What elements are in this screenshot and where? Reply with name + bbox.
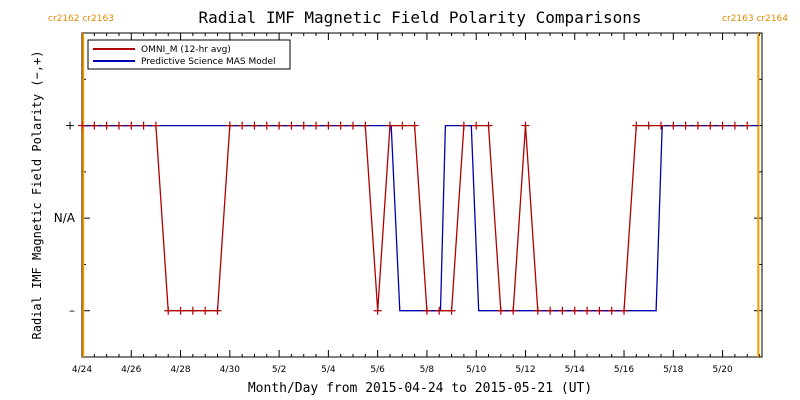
x-tick-label: 5/18 — [663, 365, 683, 375]
data-point-marker — [250, 121, 259, 130]
data-point-marker — [743, 121, 752, 130]
data-point-marker — [349, 121, 358, 130]
data-point-marker — [570, 306, 579, 315]
legend-entry: Predictive Science MAS Model — [141, 57, 276, 67]
x-tick-label: 5/14 — [565, 365, 585, 375]
x-tick-label: 4/30 — [220, 365, 240, 375]
data-point-marker — [324, 121, 333, 130]
data-point-marker — [238, 121, 247, 130]
data-point-marker — [385, 121, 394, 130]
data-point-marker — [262, 121, 271, 130]
data-point-marker — [620, 306, 629, 315]
data-point-marker — [644, 121, 653, 130]
series-line-2 — [82, 124, 759, 312]
data-point-marker — [275, 121, 284, 130]
data-point-marker — [447, 306, 456, 315]
data-point-marker — [373, 306, 382, 315]
x-tick-label: 5/8 — [420, 365, 435, 375]
x-tick-label: 5/4 — [321, 365, 336, 375]
plot-frame — [81, 32, 763, 358]
y-tick-label: – — [69, 304, 75, 318]
data-point-marker — [299, 121, 308, 130]
plot-area: 4/24 4/26 4/28 4/30 5/2 5/4 5/6 5/8 5/10 5/12 5/14… — [48, 14, 788, 375]
data-point-marker — [90, 121, 99, 130]
data-point-marker — [102, 121, 111, 130]
x-axis-label: Month/Day from 2015-04-24 to 2015-05-21 … — [248, 381, 592, 396]
data-point-marker — [656, 121, 665, 130]
data-point-marker — [127, 121, 136, 130]
data-point-marker — [287, 121, 296, 130]
data-point-marker — [632, 121, 641, 130]
legend-entry: OMNI_M (12-hr avg) — [141, 45, 231, 55]
data-point-marker — [706, 121, 715, 130]
data-point-marker — [410, 121, 419, 130]
data-point-marker — [669, 121, 678, 130]
data-point-marker — [558, 306, 567, 315]
data-point-marker — [496, 306, 505, 315]
data-point-marker — [139, 121, 148, 130]
rotation-marker-label: cr2163 cr2164 — [722, 14, 788, 24]
x-tick-label: 5/6 — [370, 365, 385, 375]
data-point-marker — [361, 121, 370, 130]
x-tick-label: 5/2 — [272, 365, 286, 375]
x-tick-label: 5/12 — [515, 365, 535, 375]
x-tick-label: 5/20 — [712, 365, 732, 375]
data-point-marker — [336, 121, 345, 130]
data-point-marker — [164, 306, 173, 315]
data-point-marker — [472, 121, 481, 130]
data-point-marker — [225, 121, 234, 130]
data-point-marker — [533, 306, 542, 315]
data-point-marker — [201, 306, 210, 315]
data-point-marker — [718, 121, 727, 130]
data-point-marker — [435, 306, 444, 315]
data-point-marker — [607, 306, 616, 315]
data-point-marker — [595, 306, 604, 315]
x-tick-label: 5/16 — [614, 365, 634, 375]
data-point-marker — [583, 306, 592, 315]
data-point-marker — [681, 121, 690, 130]
data-point-marker — [78, 121, 86, 130]
data-point-marker — [730, 121, 739, 130]
data-point-marker — [398, 121, 407, 130]
x-tick-label: 4/28 — [170, 365, 190, 375]
data-point-marker — [114, 121, 123, 130]
data-point-marker — [176, 306, 185, 315]
data-point-marker — [422, 306, 431, 315]
y-tick-label: N/A — [54, 211, 76, 225]
legend-box — [87, 39, 291, 70]
chart-title: Radial IMF Magnetic Field Polarity Compa… — [198, 8, 641, 27]
y-axis-label: Radial IMF Magnetic Field Polarity (−,+) — [30, 51, 44, 340]
y-tick-label: + — [65, 119, 75, 133]
data-point-marker — [693, 121, 702, 130]
x-tick-label: 4/26 — [121, 365, 141, 375]
data-point-marker — [459, 121, 468, 130]
data-point-marker — [484, 121, 493, 130]
data-point-marker — [188, 306, 197, 315]
data-point-marker — [521, 121, 530, 130]
data-point-marker — [213, 306, 222, 315]
data-point-marker — [312, 121, 321, 130]
data-point-marker — [546, 306, 555, 315]
x-tick-label: 4/24 — [72, 365, 92, 375]
data-point-marker — [151, 121, 160, 130]
rotation-marker-label: cr2162 cr2163 — [48, 14, 114, 24]
series-line-1 — [82, 124, 748, 312]
data-point-marker — [509, 306, 518, 315]
x-tick-label: 5/10 — [466, 365, 486, 375]
